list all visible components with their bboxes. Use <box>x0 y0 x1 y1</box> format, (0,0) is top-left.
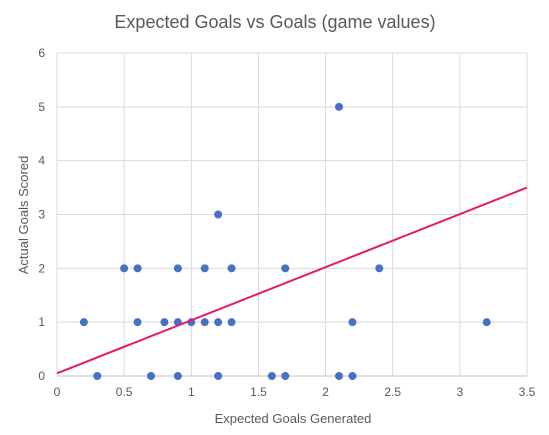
data-point <box>281 372 290 380</box>
x-tick-label: 2 <box>322 385 329 399</box>
data-point <box>348 318 357 327</box>
data-point <box>133 264 142 273</box>
data-point <box>214 318 223 327</box>
data-point <box>214 210 223 219</box>
trendline-group <box>56 186 528 375</box>
y-tick-label: 1 <box>38 315 45 329</box>
x-tick-label: 1 <box>188 385 195 399</box>
x-tick-label: 0.5 <box>116 385 133 399</box>
data-point <box>281 264 290 273</box>
data-points <box>79 102 491 380</box>
y-tick-label: 5 <box>38 100 45 114</box>
x-tick-label: 3 <box>457 385 464 399</box>
y-tick-label: 2 <box>38 261 45 275</box>
y-tick-label: 4 <box>38 154 45 168</box>
data-point <box>348 372 357 380</box>
data-point <box>227 318 236 327</box>
x-tick-label: 1.5 <box>250 385 267 399</box>
x-tick-label: 0 <box>54 385 61 399</box>
data-point <box>93 372 102 380</box>
y-axis-label: Actual Goals Scored <box>16 156 31 275</box>
data-point <box>79 318 88 327</box>
y-tick-label: 6 <box>38 46 45 60</box>
data-point <box>267 372 276 380</box>
data-point <box>375 264 384 273</box>
data-point <box>173 372 182 380</box>
trendline <box>56 186 528 375</box>
data-point <box>335 102 343 111</box>
x-axis-ticks: 0 0.5 1 1.5 2 2.5 3 3.5 <box>54 385 536 399</box>
data-point <box>160 318 169 327</box>
y-tick-label: 3 <box>38 208 45 222</box>
x-tick-label: 3.5 <box>519 385 536 399</box>
data-point <box>214 372 223 380</box>
data-point <box>173 264 182 273</box>
y-tick-label: 0 <box>38 369 45 383</box>
x-tick-label: 2.5 <box>384 385 401 399</box>
data-point <box>133 318 142 327</box>
axes <box>56 53 527 377</box>
y-axis-ticks: 0 1 2 3 4 5 6 <box>38 46 45 383</box>
x-axis-label: Expected Goals Generated <box>215 411 372 426</box>
data-point <box>227 264 236 273</box>
data-point <box>200 318 209 327</box>
chart-title: Expected Goals vs Goals (game values) <box>114 12 435 32</box>
data-point <box>120 264 129 273</box>
data-point <box>482 318 491 327</box>
data-point <box>335 372 343 380</box>
data-point <box>147 372 155 380</box>
data-point <box>200 264 209 273</box>
